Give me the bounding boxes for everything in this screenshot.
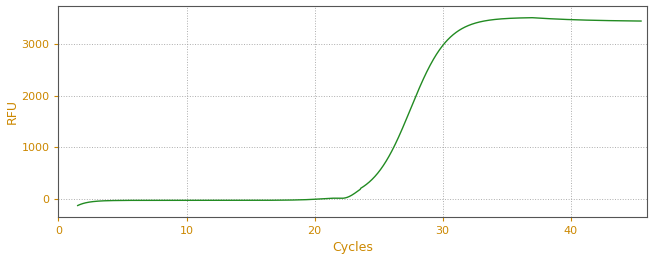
X-axis label: Cycles: Cycles [332,242,374,255]
Y-axis label: RFU: RFU [6,99,18,124]
